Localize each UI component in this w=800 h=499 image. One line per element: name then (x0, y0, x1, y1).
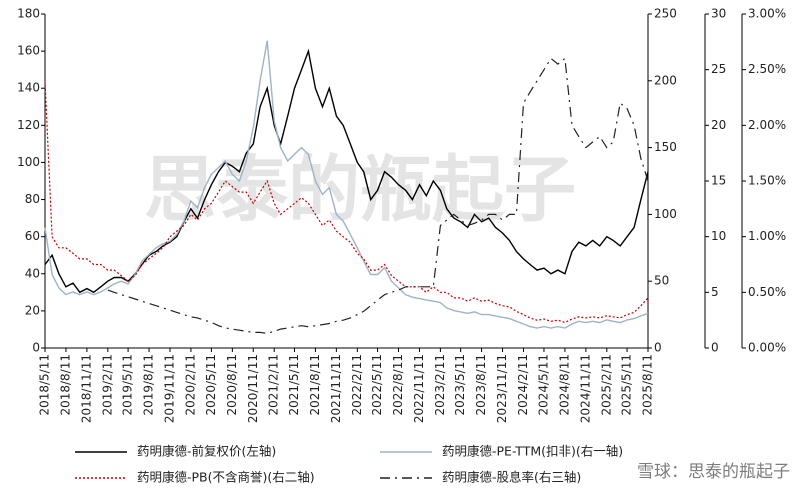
watermark: 思泰的瓶起子 (144, 148, 576, 232)
y-tick-label: 200 (654, 73, 677, 87)
legend-label: 药明康德-股息率(右三轴) (442, 470, 581, 485)
y-tick-label: 0.00% (748, 341, 786, 355)
source-mark: 雪球：思泰的瓶起子 (637, 462, 790, 482)
y-tick-label: 0 (654, 341, 662, 355)
x-tick-label: 2023/5/11 (453, 354, 467, 416)
x-tick-label: 2019/2/11 (100, 354, 114, 416)
x-tick-label: 2020/11/11 (246, 354, 260, 423)
y-tick-label: 0.50% (748, 285, 786, 299)
x-tick-label: 2023/2/11 (433, 354, 447, 416)
x-tick-label: 2018/8/11 (58, 354, 72, 416)
y-tick-label: 15 (711, 174, 726, 188)
y-tick-label: 120 (17, 118, 40, 132)
y-tick-label: 80 (25, 192, 40, 206)
x-tick-label: 2019/11/11 (162, 354, 176, 423)
x-tick-label: 2024/11/11 (578, 354, 592, 423)
x-tick-label: 2021/8/11 (308, 354, 322, 416)
x-tick-label: 2019/8/11 (142, 354, 156, 416)
y-tick-label: 30 (711, 7, 726, 21)
y-tick-label: 0 (711, 341, 719, 355)
y-tick-label: 2.50% (748, 62, 786, 76)
series-line (44, 40, 649, 329)
y-tick-label: 0 (32, 341, 40, 355)
x-tick-label: 2020/2/11 (183, 354, 197, 416)
x-tick-label: 2021/2/11 (267, 354, 281, 416)
y-tick-label: 140 (17, 81, 40, 95)
x-tick-label: 2019/5/11 (121, 354, 135, 416)
y-tick-label: 5 (711, 285, 719, 299)
x-tick-label: 2025/2/11 (599, 354, 613, 416)
x-tick-label: 2018/5/11 (38, 354, 52, 416)
y-tick-label: 10 (711, 229, 726, 243)
series-line (44, 48, 649, 294)
x-tick-label: 2025/5/11 (620, 354, 634, 416)
x-tick-label: 2024/5/11 (536, 354, 550, 416)
y-tick-label: 20 (711, 118, 726, 132)
x-tick-label: 2020/8/11 (225, 354, 239, 416)
x-tick-label: 2023/8/11 (474, 354, 488, 416)
y-tick-label: 60 (25, 229, 40, 243)
y-tick-label: 1.00% (748, 229, 786, 243)
x-tick-label: 2022/11/11 (412, 354, 426, 423)
y-tick-label: 100 (654, 207, 677, 221)
y-tick-label: 1.50% (748, 174, 786, 188)
legend-label: 药明康德-PE-TTM(扣非)(右一轴) (442, 444, 623, 459)
y-tick-label: 160 (17, 44, 40, 58)
y-tick-label: 3.00% (748, 7, 786, 21)
x-tick-label: 2024/2/11 (516, 354, 530, 416)
x-tick-label: 2022/2/11 (350, 354, 364, 416)
y-tick-label: 100 (17, 155, 40, 169)
legend-label: 药明康德-前复权价(左轴) (137, 444, 276, 459)
x-tick-label: 2022/5/11 (370, 354, 384, 416)
series-line (107, 57, 649, 335)
y-tick-label: 180 (17, 7, 40, 21)
y-tick-label: 40 (25, 266, 40, 280)
series-line (44, 80, 649, 324)
x-tick-label: 2021/11/11 (329, 354, 343, 423)
x-tick-label: 2020/5/11 (204, 354, 218, 416)
x-tick-label: 2025/8/11 (641, 354, 655, 416)
y-tick-label: 2.00% (748, 118, 786, 132)
legend-label: 药明康德-PB(不含商誉)(右二轴) (137, 470, 315, 485)
x-tick-label: 2024/8/11 (557, 354, 571, 416)
x-tick-label: 2023/11/11 (495, 354, 509, 423)
x-tick-label: 2021/5/11 (287, 354, 301, 416)
x-tick-label: 2022/8/11 (391, 354, 405, 416)
y-tick-label: 25 (711, 62, 726, 76)
y-tick-label: 20 (25, 303, 40, 317)
y-tick-label: 250 (654, 7, 677, 21)
y-tick-label: 50 (654, 274, 669, 288)
y-tick-label: 150 (654, 140, 677, 154)
x-tick-label: 2018/11/11 (79, 354, 93, 423)
